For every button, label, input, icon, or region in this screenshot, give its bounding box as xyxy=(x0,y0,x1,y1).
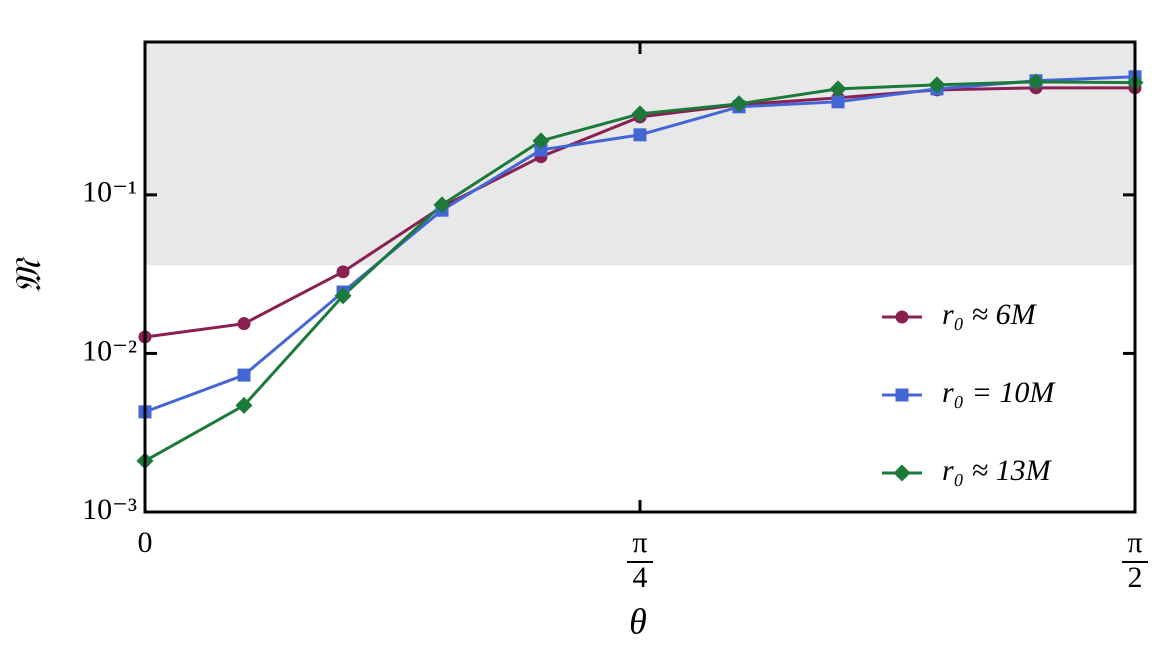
shaded-band xyxy=(145,42,1135,266)
marker xyxy=(237,317,251,331)
x-tick-numerator: π xyxy=(1127,526,1142,559)
y-axis-label: 𝔐 xyxy=(8,257,48,294)
marker xyxy=(831,95,845,109)
x-tick-numerator: π xyxy=(632,526,647,559)
marker xyxy=(631,105,649,123)
marker xyxy=(336,265,350,279)
marker xyxy=(895,310,909,324)
marker xyxy=(895,388,909,402)
marker xyxy=(893,464,911,482)
marker xyxy=(534,143,548,157)
legend-label: r₀ = 10M xyxy=(942,376,1056,409)
marker xyxy=(237,368,251,382)
x-tick-denominator: 4 xyxy=(633,561,648,594)
marker xyxy=(928,76,946,94)
marker xyxy=(633,128,647,142)
legend-label: r₀ ≈ 6M xyxy=(942,298,1038,331)
y-tick-label: 10⁻¹ xyxy=(82,176,137,209)
marker xyxy=(730,95,748,113)
x-axis-label: θ xyxy=(629,601,647,641)
legend-label: r₀ ≈ 13M xyxy=(942,454,1053,487)
marker xyxy=(532,132,550,150)
marker xyxy=(433,196,451,214)
y-tick-label: 10⁻³ xyxy=(82,493,137,526)
x-tick-denominator: 2 xyxy=(1128,561,1143,594)
y-tick-label: 10⁻² xyxy=(82,334,137,367)
marker xyxy=(235,396,253,414)
marker xyxy=(334,287,352,305)
marker xyxy=(829,80,847,98)
marker xyxy=(1027,73,1045,91)
plot-frame xyxy=(143,40,1137,514)
x-tick-label: 0 xyxy=(138,526,153,559)
